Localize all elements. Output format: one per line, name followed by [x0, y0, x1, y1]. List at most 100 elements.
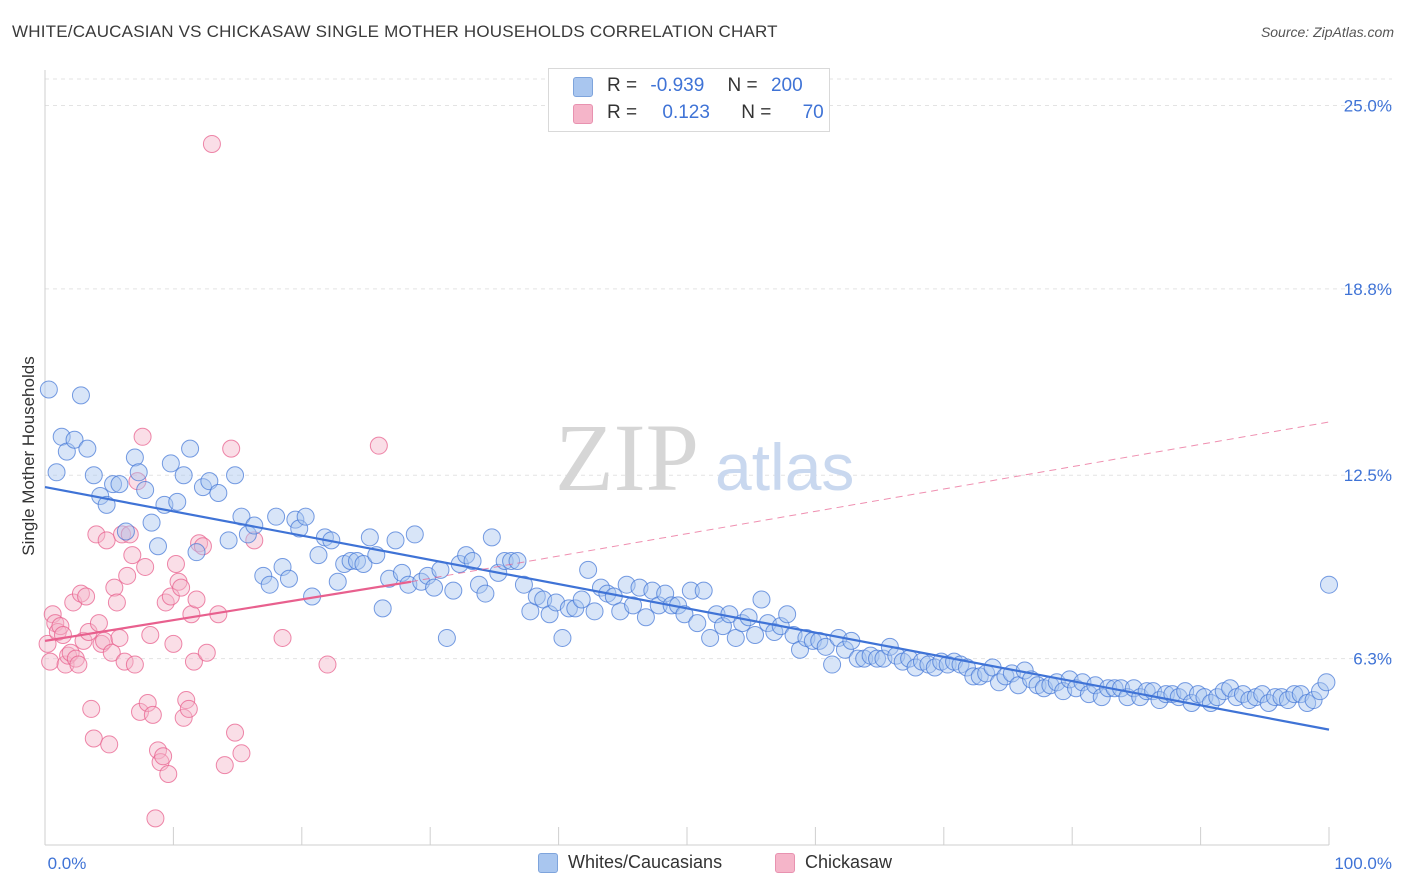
chickasaw-point [97, 531, 116, 550]
whites-point [39, 380, 58, 399]
y-tick-label: 6.3% [1353, 650, 1392, 669]
chickasaw-point [89, 614, 108, 633]
whites-point [553, 628, 572, 647]
whites-point [328, 572, 347, 591]
whites-point [405, 525, 424, 544]
chickasaw-point [179, 699, 198, 718]
chickasaw-point [53, 625, 72, 644]
whites-point [161, 454, 180, 473]
r-value-whites: -0.939 [650, 75, 705, 96]
whites-point [823, 655, 842, 674]
whites-point [125, 448, 144, 467]
whites-point [675, 605, 694, 624]
chart-title: WHITE/CAUCASIAN VS CHICKASAW SINGLE MOTH… [12, 22, 778, 41]
r-value-chickasaw: 0.123 [662, 102, 710, 123]
chickasaw-point [118, 566, 137, 585]
chickasaw-point [222, 439, 241, 458]
x-tick-label-max: 100.0% [1334, 854, 1392, 873]
whites-point [868, 649, 887, 668]
legend-label-whites: Whites/Caucasians [568, 852, 723, 872]
whites-point [296, 507, 315, 526]
chickasaw-point [166, 554, 185, 573]
whites-point [566, 599, 585, 618]
chickasaw-point [174, 708, 193, 727]
legend-label-chickasaw: Chickasaw [805, 852, 893, 872]
whites-point [585, 602, 604, 621]
chickasaw-point [82, 699, 101, 718]
whites-point [136, 481, 155, 500]
chickasaw-point [226, 723, 245, 742]
chickasaw-point [154, 747, 173, 766]
y-tick-label: 12.5% [1344, 466, 1392, 485]
whites-point [681, 581, 700, 600]
whites-point [267, 507, 286, 526]
whites-point [116, 522, 135, 541]
chickasaw-point [77, 587, 96, 606]
whites-point [187, 543, 206, 562]
whites-point [752, 590, 771, 609]
whites-point [84, 466, 103, 485]
whites-point [816, 637, 835, 656]
whites-point [957, 658, 976, 677]
whites-point [476, 584, 495, 603]
whites-point [469, 575, 488, 594]
chickasaw-point [92, 634, 111, 653]
chickasaw-point [71, 584, 90, 603]
r-label: R = [607, 75, 638, 96]
chickasaw-point [232, 744, 251, 763]
whites-point [746, 625, 765, 644]
whites-point [286, 510, 305, 529]
chickasaw-point [148, 741, 167, 760]
chickasaw-point [156, 593, 175, 612]
chickasaw-point [161, 587, 180, 606]
whites-point [425, 578, 444, 597]
chickasaw-point [115, 652, 134, 671]
legend-swatch-whites [538, 853, 558, 873]
chickasaw-point [87, 525, 106, 544]
whites-point [463, 552, 482, 571]
n-label: N = [741, 102, 772, 123]
chickasaw-point [184, 652, 203, 671]
chickasaw-point [110, 628, 129, 647]
whites-point [1320, 575, 1338, 594]
whites-point [688, 614, 707, 633]
whites-point [226, 466, 245, 485]
chickasaw-point [159, 765, 178, 784]
gridlines [45, 78, 1392, 660]
chickasaw-point [136, 557, 155, 576]
chickasaw-point [215, 756, 234, 775]
whites-point [386, 531, 405, 550]
chickasaw-point [146, 809, 165, 828]
whites-point [713, 617, 732, 636]
whites-point [694, 581, 713, 600]
whites-point [279, 569, 298, 588]
whites-point [790, 640, 809, 659]
whites-point [701, 628, 720, 647]
chickasaw-point [74, 631, 93, 650]
whites-point [65, 430, 84, 449]
whites-point [495, 552, 514, 571]
whites-point [78, 439, 97, 458]
whites-point [778, 605, 797, 624]
chickasaw-point [100, 735, 119, 754]
whites-point [1092, 688, 1111, 707]
n-value-chickasaw: 70 [802, 102, 824, 123]
whites-point [1317, 673, 1336, 692]
chickasaw-point [105, 578, 124, 597]
trend-line-whites [44, 485, 1330, 731]
whites-point [636, 608, 655, 627]
whites-point [110, 475, 129, 494]
whites-points [39, 380, 1338, 713]
whites-point [174, 466, 193, 485]
chickasaw-point [187, 590, 206, 609]
whites-point [71, 386, 90, 405]
whites-point [168, 492, 187, 511]
r-label: R = [607, 102, 638, 123]
whites-point [482, 528, 501, 547]
whites-point [260, 575, 279, 594]
whites-point [572, 590, 591, 609]
whites-point [540, 605, 559, 624]
whites-point [309, 546, 328, 565]
chickasaw-point [143, 705, 162, 724]
